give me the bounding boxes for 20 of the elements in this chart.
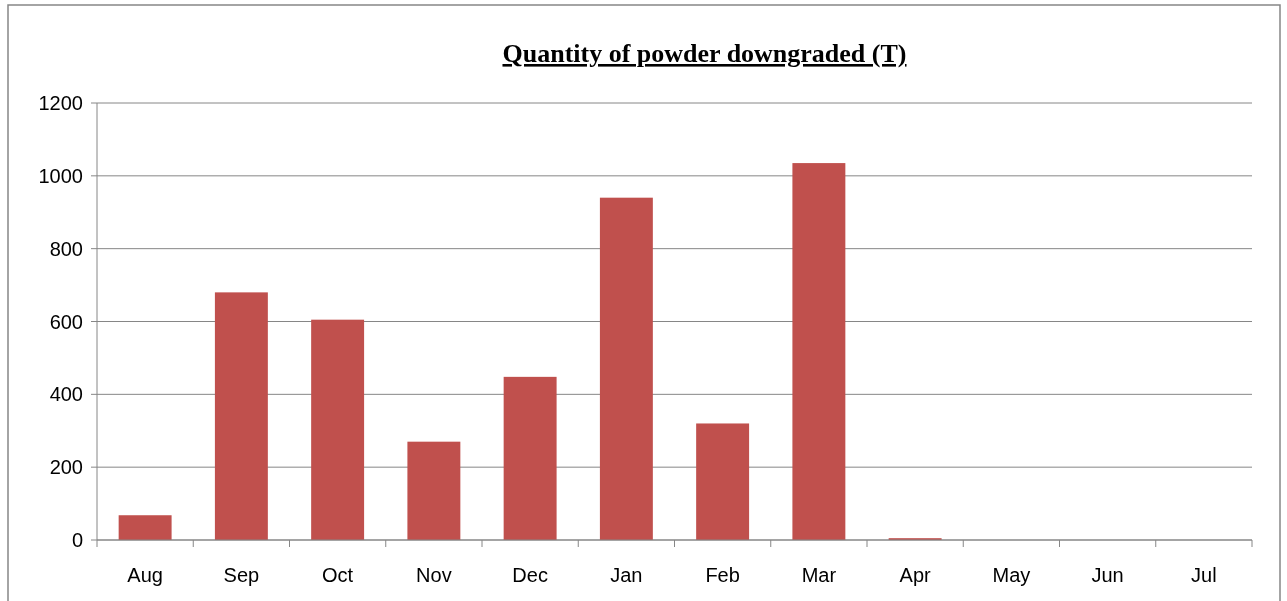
y-tick-label: 400	[49, 383, 83, 406]
y-tick-label: 1200	[38, 92, 83, 114]
x-tick-label: Oct	[322, 564, 354, 586]
chart-title: Quantity of powder downgraded (T)	[502, 39, 907, 68]
y-tick-label: 1000	[38, 164, 83, 187]
x-tick-label: Apr	[899, 564, 932, 586]
x-tick-label: May	[992, 564, 1031, 586]
x-tick-label: Aug	[127, 564, 163, 586]
x-tick-label: Jun	[1091, 564, 1124, 586]
x-tick-label: Sep	[223, 564, 260, 586]
x-tick-label: Dec	[512, 564, 548, 586]
x-tick-label: Jul	[1191, 564, 1217, 586]
x-tick-label: Nov	[416, 564, 452, 586]
x-tick-label: Feb	[705, 564, 740, 586]
y-tick-label: 800	[49, 237, 83, 260]
y-tick-label: 200	[49, 456, 83, 479]
y-tick-label: 600	[49, 310, 83, 333]
x-tick-label: Mar	[801, 564, 837, 586]
y-tick-label: 0	[71, 529, 83, 551]
x-tick-label: Jan	[610, 564, 643, 586]
